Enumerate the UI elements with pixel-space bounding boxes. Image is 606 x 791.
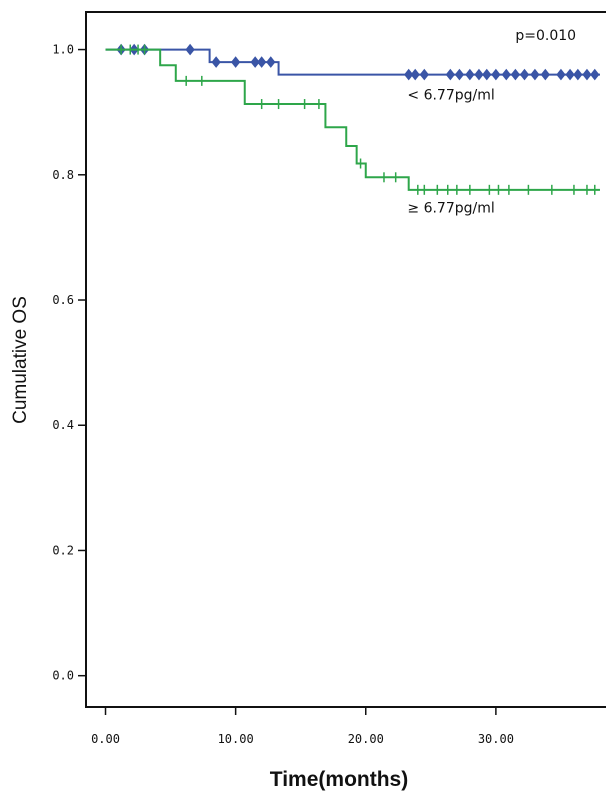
y-tick-label: 1.0 (52, 43, 74, 57)
censor-marker (501, 68, 511, 81)
y-tick-label: 0.4 (52, 418, 74, 432)
x-tick-label: 30.00 (478, 732, 514, 746)
censor-marker (510, 68, 521, 81)
censor-marker (230, 56, 241, 68)
y-tick-label: 0.0 (52, 669, 74, 683)
annotation-label: p=0.010 (515, 28, 576, 44)
y-axis: 0.0 0.2 0.4 0.6 0.8 1.0 (52, 43, 86, 683)
censor-marker (410, 68, 420, 81)
censor-marker (454, 68, 465, 81)
y-tick-label: 0.8 (52, 168, 74, 182)
censor-marker (565, 68, 575, 81)
censor-marker (556, 68, 566, 81)
censor-marker (404, 68, 414, 81)
censor-marker (530, 68, 540, 81)
x-tick-label: 10.00 (218, 732, 254, 746)
censor-marker (573, 68, 583, 81)
censor-marker (491, 68, 501, 81)
x-tick-label: 0.00 (91, 732, 120, 746)
censor-marker (540, 68, 550, 81)
annotation-label: < 6.77pg/ml (407, 88, 494, 104)
censor-marker (590, 68, 600, 81)
censor-marker (465, 68, 475, 81)
x-tick-label: 20.00 (348, 732, 384, 746)
censor-marker (519, 68, 530, 81)
series-layer (105, 43, 600, 195)
censor-marker (211, 56, 221, 68)
y-tick-label: 0.2 (52, 543, 74, 557)
x-axis-title: Time(months) (270, 768, 408, 791)
censor-marker (482, 68, 492, 81)
plot-frame (85, 11, 606, 708)
y-axis-title: Cumulative OS (10, 296, 31, 424)
censor-marker (266, 56, 276, 68)
censor-marker (185, 43, 195, 56)
censor-marker (250, 56, 260, 68)
y-tick-label: 0.6 (52, 293, 74, 307)
censor-marker (474, 68, 484, 81)
censor-marker (582, 68, 592, 81)
censor-marker (419, 68, 429, 81)
annotations: p=0.010 < 6.77pg/ml ≥ 6.77pg/ml (407, 28, 576, 216)
censor-marker (445, 68, 455, 81)
survival-curve-2 (105, 48, 600, 191)
annotation-label: ≥ 6.77pg/ml (407, 200, 494, 216)
censor-marker (257, 56, 267, 68)
